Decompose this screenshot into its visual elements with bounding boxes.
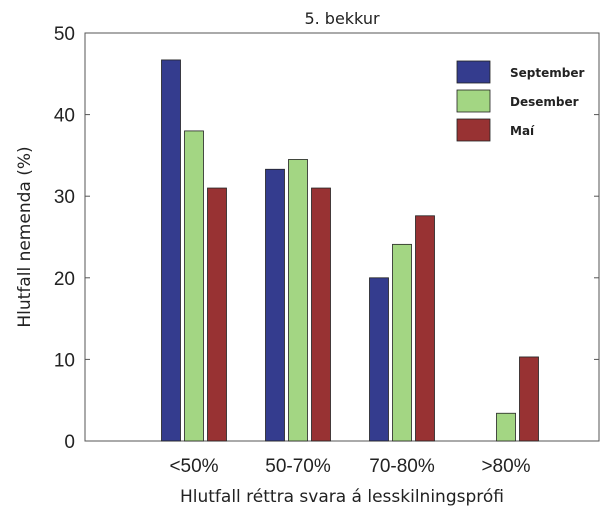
bars: [161, 59, 539, 442]
y-tick-label: 30: [54, 187, 75, 208]
x-tick-label: >80%: [481, 456, 530, 477]
bar-desember-0: [184, 130, 204, 442]
chart-title: 5. bekkur: [304, 9, 380, 28]
y-tick-label: 10: [54, 350, 75, 371]
y-tick-label: 0: [64, 432, 75, 453]
legend-swatch: [456, 89, 491, 113]
y-axis: 0 10 20 30 40 50: [54, 24, 599, 453]
bar-ma--1: [311, 187, 331, 442]
legend-swatch: [456, 60, 491, 84]
y-axis-title: Hlutfall nemenda (%): [15, 146, 35, 327]
x-tick-label: 70-80%: [369, 456, 435, 477]
x-axis-title: Hlutfall réttra svara á lesskilningspróf…: [180, 487, 504, 507]
bar-ma--3: [519, 356, 539, 442]
legend-label: September: [510, 66, 584, 80]
legend-label: Maí: [510, 124, 535, 138]
y-tick-label: 40: [54, 106, 75, 127]
x-axis: <50% 50-70% 70-80% >80%: [169, 456, 530, 477]
bar-september-0: [161, 59, 181, 442]
y-tick-label: 50: [54, 24, 75, 45]
legend: September Desember Maí: [448, 56, 594, 151]
bar-desember-3: [496, 412, 516, 442]
bar-ma--2: [415, 215, 435, 442]
bar-desember-2: [392, 243, 412, 442]
y-tick-label: 20: [54, 269, 75, 290]
legend-swatch: [456, 118, 491, 142]
x-tick-label: <50%: [169, 456, 218, 477]
bar-ma--0: [207, 187, 227, 442]
legend-label: Desember: [510, 95, 579, 109]
bar-desember-1: [288, 159, 308, 442]
bar-september-2: [369, 277, 389, 442]
bar-september-1: [265, 168, 285, 442]
x-tick-label: 50-70%: [265, 456, 331, 477]
